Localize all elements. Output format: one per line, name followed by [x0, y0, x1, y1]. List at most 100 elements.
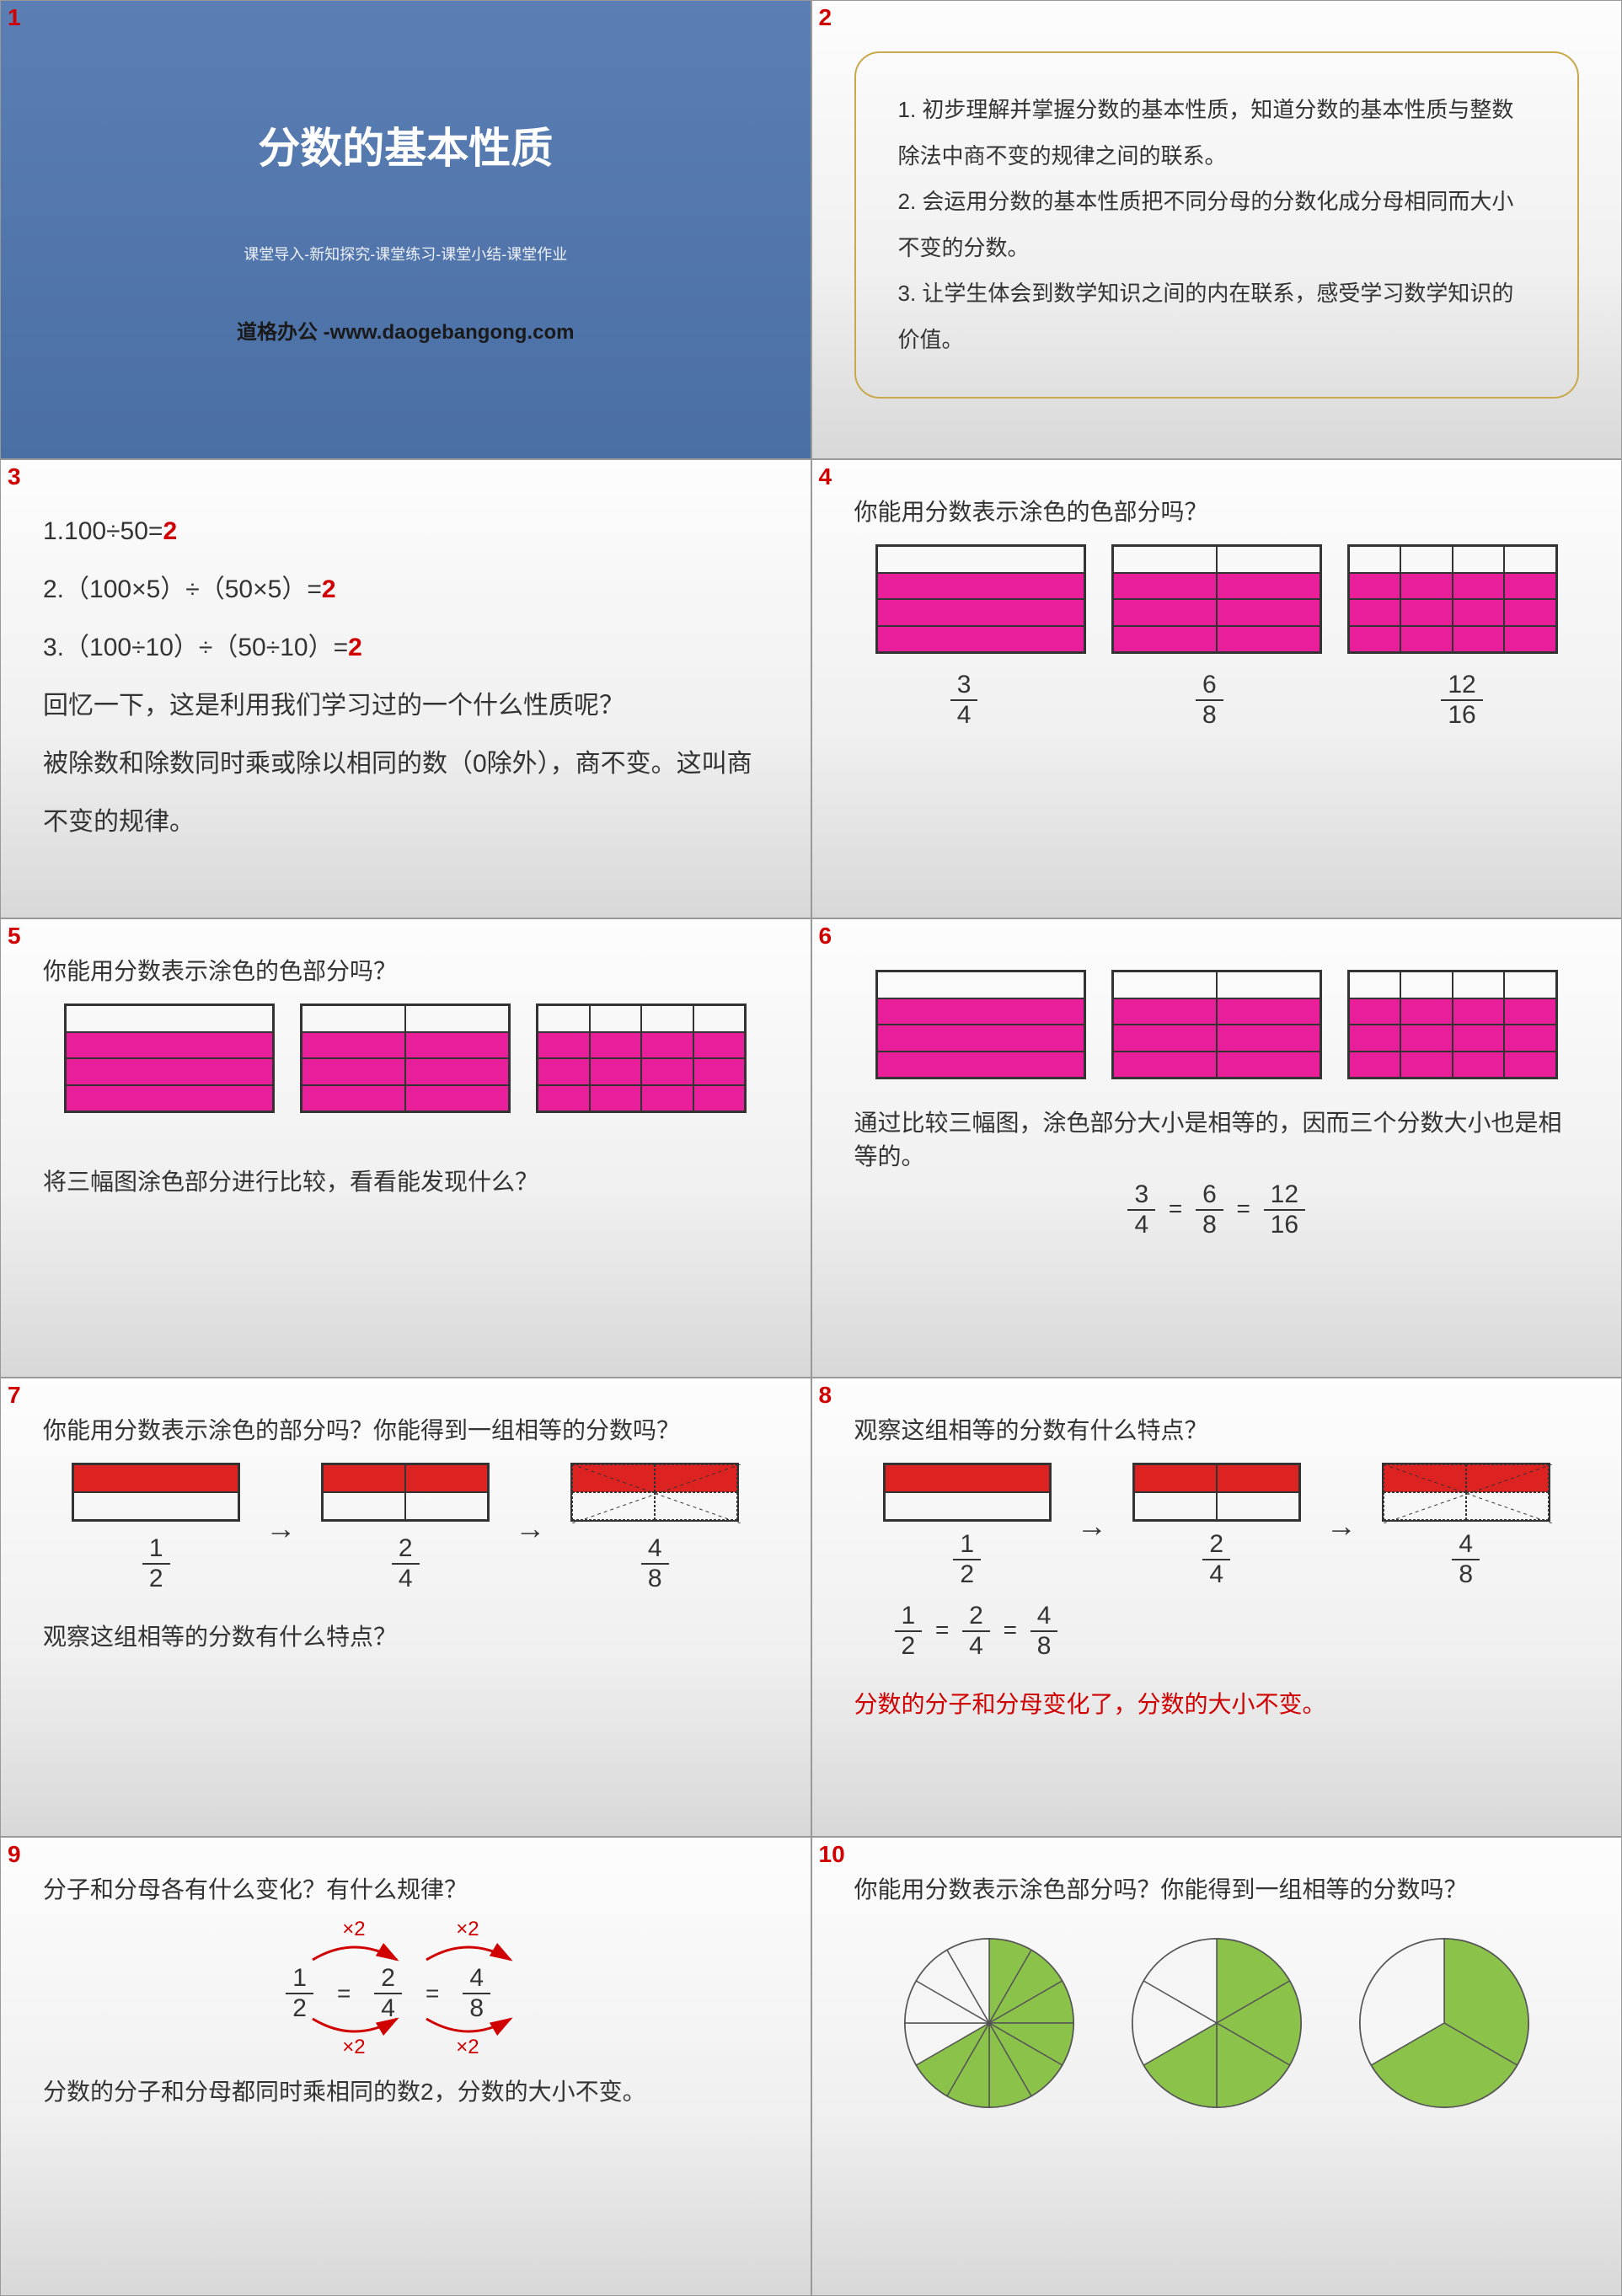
rect-12-16	[1347, 970, 1558, 1079]
rect-2-4	[1132, 1463, 1301, 1522]
equation: 34 = 68 = 1216	[854, 1180, 1580, 1239]
slide-9: 9 分子和分母各有什么变化？有什么规律？ ×2 ×2 ×2 ×2 12 =	[0, 1837, 811, 2296]
equation-1: 1.100÷50=2	[43, 502, 768, 560]
content: 你能用分数表示涂色的色部分吗？ 34 68 1216	[812, 460, 1622, 763]
fraction-6-8: 68	[1196, 1180, 1223, 1239]
slide-number: 4	[819, 463, 832, 490]
fraction-2-4: 24	[392, 1534, 420, 1593]
conclusion: 分数的分子和分母都同时乘相同的数2，分数的大小不变。	[43, 2074, 768, 2107]
slide-number: 6	[819, 923, 832, 950]
slide-number: 3	[8, 463, 21, 490]
slide-3: 3 1.100÷50=2 2.（100×5）÷（50×5）=2 3.（100÷1…	[0, 459, 811, 918]
fraction-12-16: 1216	[1264, 1180, 1305, 1239]
pie-4-6	[1124, 1930, 1309, 2116]
footer-text: 道格办公 -www.daogebangong.com	[237, 315, 574, 345]
pie-row	[854, 1930, 1580, 2116]
fraction-6-8: 68	[1196, 671, 1223, 730]
slide-number: 9	[8, 1841, 21, 1868]
red-rects-row: 12 → 24 → 48	[43, 1463, 768, 1593]
slide-number: 8	[819, 1382, 832, 1409]
slide-number: 1	[8, 4, 21, 31]
block-2-4: 24	[1132, 1463, 1301, 1589]
rectangles-row	[854, 544, 1580, 654]
multiplication-diagram: ×2 ×2 ×2 ×2 12 = 24 = 48	[195, 1922, 616, 2057]
mult-label: ×2	[342, 1918, 365, 1941]
equation: 12 = 24 = 48	[888, 1602, 1580, 1661]
arrow-icon: →	[1077, 1508, 1107, 1544]
fraction-4-8: 48	[641, 1534, 669, 1593]
fraction-3-4: 34	[1127, 1180, 1155, 1239]
slide-6: 6 通过比较三幅图，涂色部分大小是相等的，因而三个分数大小也是相等的。 34 =…	[811, 918, 1622, 1378]
rectangles-row	[43, 1003, 768, 1113]
fraction-3-4: 34	[950, 671, 978, 730]
rect-6-8	[1111, 544, 1322, 654]
block-4-8: 48	[570, 1463, 739, 1593]
question: 观察这组相等的分数有什么特点？	[854, 1412, 1580, 1446]
rect-2-4	[321, 1463, 490, 1522]
question-2: 观察这组相等的分数有什么特点？	[43, 1619, 768, 1652]
fraction-12-16: 1216	[1441, 671, 1482, 730]
subtitle: 课堂导入-新知探究-课堂练习-课堂小结-课堂作业	[244, 243, 567, 265]
question-2: 将三幅图涂色部分进行比较，看看能发现什么？	[43, 1164, 768, 1197]
rect-12-16	[1347, 544, 1558, 654]
equation: 12 = 24 = 48	[279, 1964, 497, 2023]
rect-1-2	[72, 1463, 240, 1522]
content: 分子和分母各有什么变化？有什么规律？ ×2 ×2 ×2 ×2 12 = 2	[1, 1838, 811, 2141]
slide-number: 2	[819, 4, 832, 31]
slide-5: 5 你能用分数表示涂色的色部分吗？ 将三幅图涂色部分进行比较，看看能发现什么？	[0, 918, 811, 1378]
content: 观察这组相等的分数有什么特点？ 12 → 24 → 48 12 = 24 = 4…	[812, 1378, 1622, 1753]
equation-2: 2.（100×5）÷（50×5）=2	[43, 560, 768, 618]
question: 你能用分数表示涂色部分吗？你能得到一组相等的分数吗？	[854, 1871, 1580, 1905]
answer: 被除数和除数同时乘或除以相同的数（0除外），商不变。这叫商不变的规律。	[43, 735, 768, 851]
rect-3-4	[64, 1003, 275, 1113]
slide-grid: 1 分数的基本性质 课堂导入-新知探究-课堂练习-课堂小结-课堂作业 道格办公 …	[0, 0, 1622, 2296]
slide-number: 5	[8, 923, 21, 950]
slide-7: 7 你能用分数表示涂色的部分吗？你能得到一组相等的分数吗？ 12 → 24 → …	[0, 1378, 811, 1837]
fraction-1-2: 12	[953, 1530, 981, 1589]
slide-1: 1 分数的基本性质 课堂导入-新知探究-课堂练习-课堂小结-课堂作业 道格办公 …	[0, 0, 811, 459]
arrow-icon: →	[515, 1511, 545, 1546]
slide-10: 10 你能用分数表示涂色部分吗？你能得到一组相等的分数吗？	[811, 1837, 1622, 2296]
block-1-2: 12	[883, 1463, 1052, 1589]
block-2-4: 24	[321, 1463, 490, 1593]
objectives-box: 1. 初步理解并掌握分数的基本性质，知道分数的基本性质与整数除法中商不变的规律之…	[854, 51, 1580, 399]
rectangles-row	[854, 970, 1580, 1079]
question: 你能用分数表示涂色的部分吗？你能得到一组相等的分数吗？	[43, 1412, 768, 1446]
fraction-4-8: 48	[1452, 1530, 1480, 1589]
fraction-1-2: 12	[142, 1534, 170, 1593]
question: 分子和分母各有什么变化？有什么规律？	[43, 1871, 768, 1905]
content: 你能用分数表示涂色的部分吗？你能得到一组相等的分数吗？ 12 → 24 → 48…	[1, 1378, 811, 1686]
equation-3: 3.（100÷10）÷（50÷10）=2	[43, 618, 768, 677]
fractions-row: 34 68 1216	[854, 671, 1580, 730]
question: 你能用分数表示涂色的色部分吗？	[854, 494, 1580, 527]
slide-number: 7	[8, 1382, 21, 1409]
question: 回忆一下，这是利用我们学习过的一个什么性质呢？	[43, 677, 768, 735]
slide-2: 2 1. 初步理解并掌握分数的基本性质，知道分数的基本性质与整数除法中商不变的规…	[811, 0, 1622, 459]
rect-6-8	[1111, 970, 1322, 1079]
mult-label: ×2	[456, 1918, 479, 1941]
rect-4-8	[1382, 1463, 1550, 1522]
content: 你能用分数表示涂色的色部分吗？ 将三幅图涂色部分进行比较，看看能发现什么？	[1, 919, 811, 1231]
slide-4: 4 你能用分数表示涂色的色部分吗？ 34 68 1216	[811, 459, 1622, 918]
mult-label: ×2	[342, 2036, 365, 2059]
block-1-2: 12	[72, 1463, 240, 1593]
main-title: 分数的基本性质	[258, 115, 553, 175]
conclusion: 通过比较三幅图，涂色部分大小是相等的，因而三个分数大小也是相等的。	[854, 1105, 1580, 1172]
red-rects-row: 12 → 24 → 48	[854, 1463, 1580, 1589]
objective-1: 1. 初步理解并掌握分数的基本性质，知道分数的基本性质与整数除法中商不变的规律之…	[898, 87, 1536, 179]
content: 1.100÷50=2 2.（100×5）÷（50×5）=2 3.（100÷10）…	[1, 460, 811, 893]
pie-8-12	[897, 1930, 1082, 2116]
slide-8: 8 观察这组相等的分数有什么特点？ 12 → 24 → 48 12 = 24 =…	[811, 1378, 1622, 1837]
rect-6-8	[300, 1003, 511, 1113]
objective-2: 2. 会运用分数的基本性质把不同分母的分数化成分母相同而大小不变的分数。	[898, 179, 1536, 270]
block-4-8: 48	[1382, 1463, 1550, 1589]
mult-label: ×2	[456, 2036, 479, 2059]
rect-3-4	[875, 970, 1086, 1079]
rect-3-4	[875, 544, 1086, 654]
question: 你能用分数表示涂色的色部分吗？	[43, 953, 768, 987]
fraction-2-4: 24	[1202, 1530, 1230, 1589]
rect-4-8	[570, 1463, 739, 1522]
rect-1-2	[883, 1463, 1052, 1522]
rect-12-16	[536, 1003, 747, 1113]
arrow-icon: →	[1326, 1508, 1357, 1544]
